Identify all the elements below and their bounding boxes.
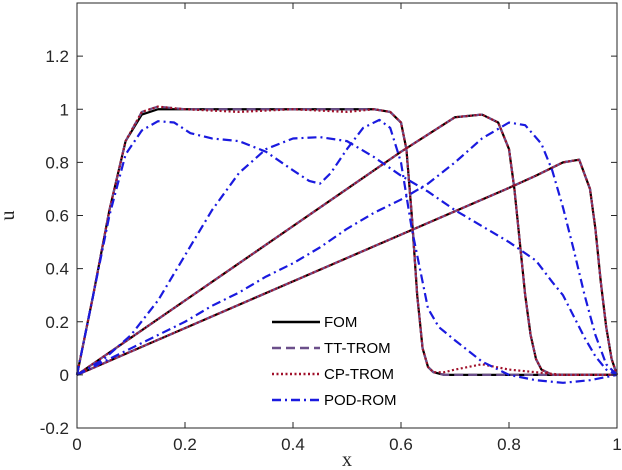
series-line-tt-trom-t3 — [76, 158, 619, 376]
axes-box — [76, 2, 618, 429]
series-line-fom-t2 — [76, 113, 617, 376]
axes-layer — [76, 2, 618, 429]
y-tick-label: 1 — [60, 100, 69, 119]
x-tick-label: 1 — [612, 435, 621, 454]
y-axis-label: u — [0, 211, 19, 221]
legend: FOM TT-TROM CP-TROM POD-ROM — [272, 314, 397, 409]
legend-label-tt-trom: TT-TROM — [324, 340, 391, 357]
legend-label-fom: FOM — [324, 314, 357, 331]
legend-label-cp-trom: CP-TROM — [324, 366, 394, 383]
y-tick-label: 0 — [60, 366, 69, 385]
ticks-layer: 0 0.2 0.4 0.6 0.8 1-0.200.20.40.60.811.2 — [40, 3, 622, 454]
y-tick-label: 0.6 — [45, 207, 69, 226]
y-tick-label: 1.2 — [45, 47, 69, 66]
series-layer — [75, 105, 619, 384]
series-line-pod-rom-t2 — [76, 136, 618, 376]
series-line-cp-trom-t1 — [75, 105, 617, 376]
series-line-cp-trom-t3 — [76, 158, 619, 376]
x-tick-label: 0 — [72, 435, 81, 454]
x-axis-label: x — [342, 449, 352, 470]
series-line-pod-rom-t3 — [76, 121, 618, 376]
legend-label-pod-rom: POD-ROM — [324, 392, 397, 409]
y-tick-label: -0.2 — [40, 419, 69, 438]
x-tick-label: 0.8 — [497, 435, 521, 454]
x-tick-label: 0.2 — [173, 435, 197, 454]
x-tick-label: 0.6 — [389, 435, 413, 454]
series-line-pod-rom-t1 — [75, 118, 618, 384]
y-tick-label: 0.8 — [45, 153, 69, 172]
y-tick-label: 0.4 — [45, 260, 69, 279]
x-tick-label: 0.4 — [281, 435, 305, 454]
y-tick-label: 0.2 — [45, 313, 69, 332]
